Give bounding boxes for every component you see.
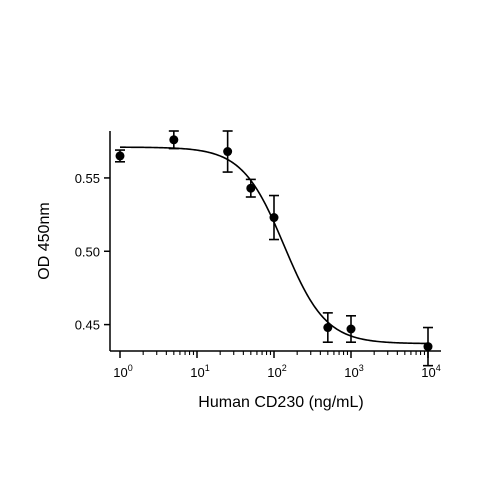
y-tick-label: 0.55 <box>75 171 100 186</box>
data-points <box>115 135 433 352</box>
data-point <box>246 183 256 193</box>
x-tick-label-base: 10 <box>113 365 127 380</box>
y-tick-label: 0.45 <box>75 318 100 333</box>
error-bars <box>115 130 433 367</box>
data-point <box>115 151 125 161</box>
x-tick-label: 101 <box>190 363 209 380</box>
data-point <box>269 213 279 223</box>
fit-curve <box>120 146 429 345</box>
x-ticks: 100 101 102 103 104 <box>113 351 441 380</box>
x-tick-label-exponent: 0 <box>128 363 133 373</box>
x-tick-label: 103 <box>344 363 363 380</box>
x-tick-label-base: 10 <box>267 365 281 380</box>
x-tick-label-exponent: 4 <box>436 363 441 373</box>
x-tick-label-exponent: 1 <box>205 363 210 373</box>
axes: 0.450.500.55 100 101 102 103 104 <box>75 131 441 380</box>
x-tick-label-base: 10 <box>421 365 435 380</box>
data-point <box>346 324 356 334</box>
x-tick-label: 102 <box>267 363 286 380</box>
x-axis-label: Human CD230 (ng/mL) <box>198 394 363 411</box>
data-point <box>323 323 333 333</box>
x-tick-label: 104 <box>421 363 440 380</box>
x-tick-label-base: 10 <box>344 365 358 380</box>
x-tick-label: 100 <box>113 363 132 380</box>
data-point <box>169 135 179 145</box>
x-tick-label-exponent: 3 <box>359 363 364 373</box>
data-point <box>423 342 433 352</box>
y-axis-label: OD 450nm <box>36 202 53 279</box>
data-point <box>223 147 233 157</box>
y-tick-label: 0.50 <box>75 244 100 259</box>
y-ticks: 0.45 0.50 0.55 <box>75 171 110 333</box>
x-tick-label-base: 10 <box>190 365 204 380</box>
x-tick-label-exponent: 2 <box>282 363 287 373</box>
